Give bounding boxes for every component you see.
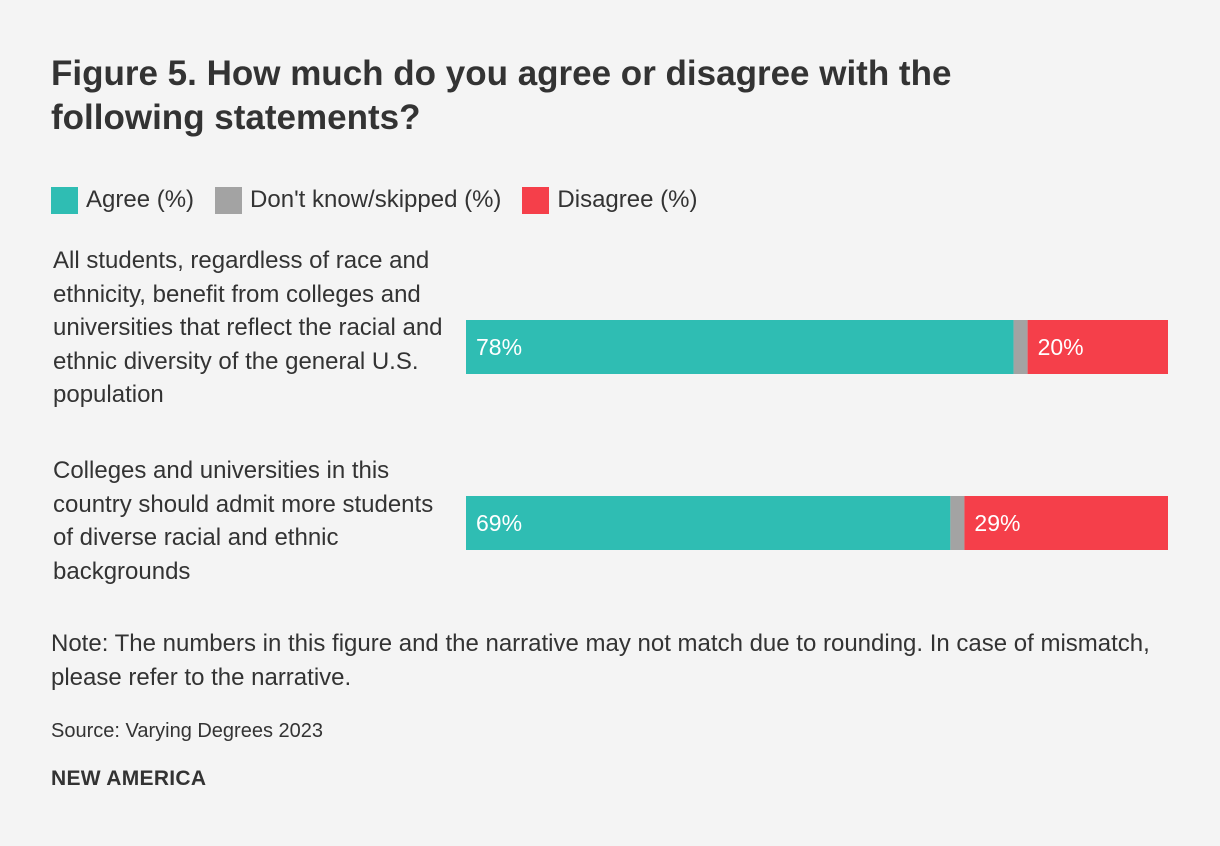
- row-label-statement-1: All students, regardless of race and eth…: [53, 247, 443, 408]
- legend-label-agree: Agree (%): [86, 186, 195, 213]
- chart-source: Source: Varying Degrees 2023: [51, 720, 324, 742]
- legend-swatch-agree: [51, 186, 78, 214]
- legend-label-dont-know: Don't know/skipped (%): [250, 186, 502, 213]
- legend-item-disagree: Disagree (%): [522, 186, 697, 214]
- chart-legend: Agree (%) Don't know/skipped (%) Disagre…: [51, 184, 718, 216]
- legend-item-dont-know: Don't know/skipped (%): [215, 186, 501, 214]
- bar-data-label-agree-row-1: 78%: [476, 334, 522, 360]
- bar-segment-dont-know-row-2: [950, 496, 965, 550]
- bar-segment-dont-know-row-1: [1013, 320, 1028, 374]
- bar-segment-disagree-row-1: [1027, 320, 1168, 374]
- legend-label-disagree: Disagree (%): [557, 186, 698, 213]
- bar-data-label-agree-row-2: 69%: [476, 510, 522, 536]
- legend-item-agree: Agree (%): [51, 186, 194, 214]
- brand-logo-text: NEW AMERICA: [51, 767, 207, 790]
- chart-title: Figure 5. How much do you agree or disag…: [51, 54, 952, 137]
- bar-data-label-disagree-row-1: 20%: [1038, 334, 1084, 360]
- bar-segment-agree-row-2: [466, 496, 951, 550]
- bar-segment-agree-row-1: [466, 320, 1014, 374]
- legend-swatch-disagree: [522, 186, 550, 214]
- chart-note: Note: The numbers in this figure and the…: [51, 630, 1150, 691]
- row-label-statement-2: Colleges and universities in this countr…: [53, 457, 434, 585]
- bar-segment-disagree-row-2: [964, 496, 1168, 550]
- bar-data-label-disagree-row-2: 29%: [974, 510, 1020, 536]
- legend-swatch-dont-know: [215, 186, 243, 214]
